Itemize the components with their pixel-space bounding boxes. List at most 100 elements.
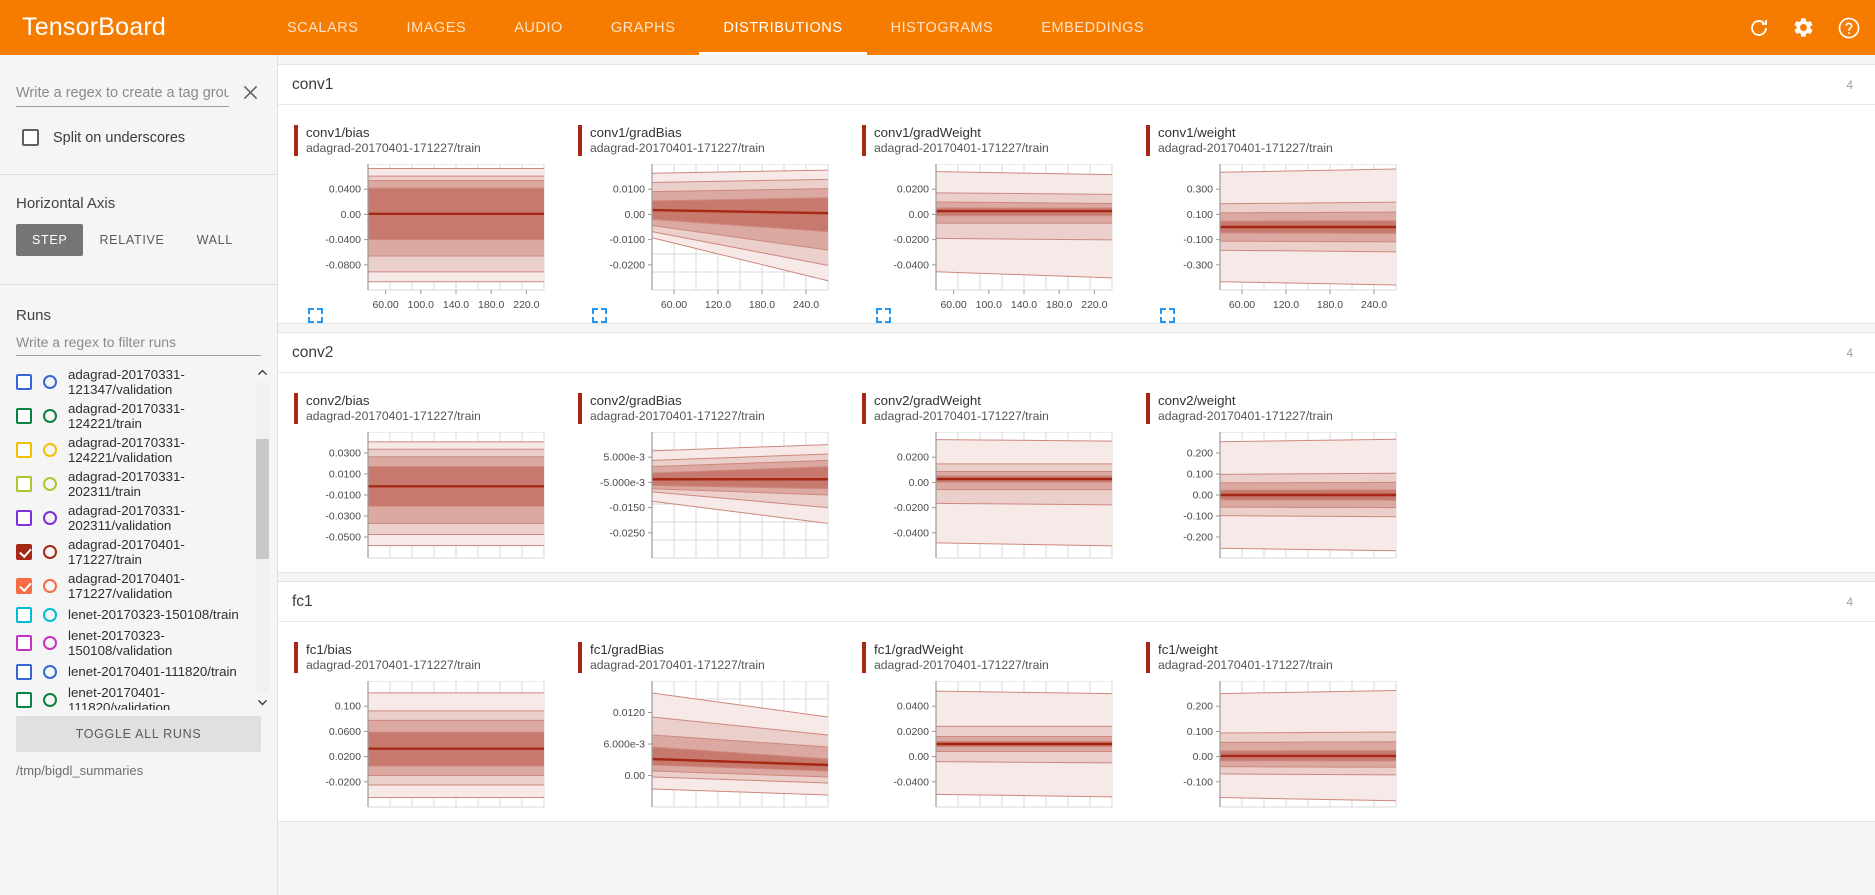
split-on-underscores-row[interactable]: Split on underscores: [0, 107, 277, 146]
expand-chart-icon[interactable]: [308, 308, 323, 323]
expand-chart-icon[interactable]: [592, 308, 607, 323]
distribution-chart-card[interactable]: conv1/gradBias adagrad-20170401-171227/t…: [562, 113, 846, 323]
run-color-circle[interactable]: [43, 477, 57, 491]
nav-tab-images[interactable]: IMAGES: [406, 19, 467, 36]
run-color-bar: [1146, 393, 1150, 424]
horizontal-axis-wall-button[interactable]: WALL: [196, 233, 233, 247]
horizontal-axis-step-button[interactable]: STEP: [16, 224, 84, 256]
run-color-circle[interactable]: [43, 545, 57, 559]
run-list-item[interactable]: lenet-20170323-150108/validation: [16, 626, 249, 660]
svg-text:240.0: 240.0: [1361, 299, 1387, 311]
run-checkbox[interactable]: [16, 510, 32, 526]
run-list-item[interactable]: adagrad-20170331-202311/train: [16, 467, 249, 501]
scrollbar-thumb[interactable]: [256, 439, 269, 559]
distribution-chart-card[interactable]: conv2/gradWeight adagrad-20170401-171227…: [846, 381, 1130, 572]
chart-plot[interactable]: 0.0100 0.00 -0.0100 -0.0200 60.00 120.0 180.0 2…: [578, 164, 846, 311]
distribution-chart-card[interactable]: conv2/gradBias adagrad-20170401-171227/t…: [562, 381, 846, 572]
chart-plot[interactable]: 0.300 0.100 -0.100 -0.300 60.00 120.0 180.0 240…: [1146, 164, 1414, 311]
chart-plot[interactable]: 0.0400 0.0200 0.00 -0.0400: [862, 681, 1130, 821]
run-list-item[interactable]: lenet-20170323-150108/train: [16, 603, 249, 626]
run-checkbox[interactable]: [16, 408, 32, 424]
scrollbar-track[interactable]: [256, 383, 269, 692]
nav-tab-scalars[interactable]: SCALARS: [286, 19, 359, 36]
tag-group-header[interactable]: conv2 4: [278, 333, 1875, 373]
help-icon[interactable]: [1837, 16, 1861, 40]
run-list-item[interactable]: adagrad-20170331-124221/validation: [16, 433, 249, 467]
svg-text:220.0: 220.0: [1081, 299, 1107, 311]
distribution-chart-card[interactable]: conv1/gradWeight adagrad-20170401-171227…: [846, 113, 1130, 323]
run-color-circle[interactable]: [43, 693, 57, 707]
distribution-chart-card[interactable]: fc1/weight adagrad-20170401-171227/train…: [1130, 630, 1414, 821]
run-list-item[interactable]: adagrad-20170331-121347/validation: [16, 365, 249, 399]
chart-plot[interactable]: 0.100 0.0600 0.0200 -0.0200: [294, 681, 562, 821]
run-checkbox[interactable]: [16, 663, 32, 680]
distribution-chart-card[interactable]: fc1/bias adagrad-20170401-171227/train 0…: [278, 630, 562, 821]
run-checkbox[interactable]: [16, 476, 32, 492]
run-checkbox[interactable]: [16, 544, 32, 560]
run-color-circle[interactable]: [43, 511, 57, 525]
chart-plot[interactable]: 0.0300 0.0100 -0.0100 -0.0300 -0.0500: [294, 432, 562, 572]
nav-tab-audio[interactable]: AUDIO: [514, 19, 563, 36]
distribution-chart-card[interactable]: conv1/weight adagrad-20170401-171227/tra…: [1130, 113, 1414, 323]
tag-group-header[interactable]: conv1 4: [278, 65, 1875, 105]
run-checkbox[interactable]: [16, 692, 32, 708]
distribution-chart-card[interactable]: fc1/gradBias adagrad-20170401-171227/tra…: [562, 630, 846, 821]
run-list-item[interactable]: adagrad-20170401-171227/train: [16, 535, 249, 569]
nav-tab-embeddings[interactable]: EMBEDDINGS: [1041, 19, 1145, 36]
run-color-circle[interactable]: [43, 664, 57, 679]
refresh-icon[interactable]: [1747, 16, 1771, 40]
svg-text:0.200: 0.200: [1187, 448, 1213, 460]
chart-title-row: conv1/gradWeight adagrad-20170401-171227…: [862, 125, 1130, 156]
run-list[interactable]: adagrad-20170331-121347/validation adagra…: [0, 365, 277, 710]
run-list-item[interactable]: adagrad-20170401-171227/validation: [16, 569, 249, 603]
chart-run-name: adagrad-20170401-171227/train: [590, 409, 765, 423]
tag-group-header[interactable]: fc1 4: [278, 582, 1875, 622]
distribution-chart-card[interactable]: conv1/bias adagrad-20170401-171227/train…: [278, 113, 562, 323]
scroll-up-icon[interactable]: [256, 365, 269, 381]
run-checkbox[interactable]: [16, 635, 32, 651]
run-color-circle[interactable]: [43, 375, 57, 389]
run-list-item[interactable]: lenet-20170401-111820/validation: [16, 683, 249, 710]
run-list-item[interactable]: adagrad-20170331-124221/train: [16, 399, 249, 433]
scroll-down-icon[interactable]: [256, 694, 269, 710]
tag-regex-input[interactable]: [16, 85, 229, 107]
chart-title-row: conv1/gradBias adagrad-20170401-171227/t…: [578, 125, 846, 156]
chart-plot[interactable]: 5.000e-3 -5.000e-3 -0.0150 -0.0250: [578, 432, 846, 572]
horizontal-axis-relative-button[interactable]: RELATIVE: [99, 233, 165, 247]
toggle-all-runs-button[interactable]: TOGGLE ALL RUNS: [16, 716, 261, 752]
chart-plot[interactable]: 0.0200 0.00 -0.0200 -0.0400 60.00 100.0 140.0 1…: [862, 164, 1130, 311]
expand-chart-icon[interactable]: [1160, 308, 1175, 323]
run-list-item[interactable]: adagrad-20170331-202311/validation: [16, 501, 249, 535]
run-checkbox[interactable]: [16, 374, 32, 390]
run-label: adagrad-20170331-124221/validation: [68, 434, 185, 466]
run-filter-input[interactable]: [16, 334, 261, 356]
run-color-circle[interactable]: [43, 409, 57, 423]
run-color-circle[interactable]: [43, 443, 57, 457]
distribution-chart-card[interactable]: conv2/weight adagrad-20170401-171227/tra…: [1130, 381, 1414, 572]
run-checkbox[interactable]: [16, 606, 32, 623]
settings-icon[interactable]: [1792, 16, 1816, 40]
run-list-item[interactable]: lenet-20170401-111820/train: [16, 660, 249, 683]
run-checkbox[interactable]: [16, 578, 32, 594]
chart-plot[interactable]: 0.200 0.100 0.00 -0.100: [1146, 681, 1414, 821]
run-color-bar: [1146, 642, 1150, 673]
chart-plot[interactable]: 0.0120 6.000e-3 0.00: [578, 681, 846, 821]
nav-tab-histograms[interactable]: HISTOGRAMS: [890, 19, 994, 36]
chart-plot[interactable]: 0.200 0.100 0.00 -0.100 -0.200: [1146, 432, 1414, 572]
close-icon[interactable]: [233, 77, 267, 107]
main-content[interactable]: conv1 4 conv1/bias adagrad-20170401-17122…: [278, 55, 1875, 895]
split-on-underscores-checkbox[interactable]: [22, 129, 39, 146]
nav-tab-graphs[interactable]: GRAPHS: [610, 19, 676, 36]
expand-chart-icon[interactable]: [876, 308, 891, 323]
svg-text:120.0: 120.0: [1273, 299, 1299, 311]
run-color-circle[interactable]: [43, 636, 57, 650]
chart-plot[interactable]: 0.0200 0.00 -0.0200 -0.0400: [862, 432, 1130, 572]
run-color-circle[interactable]: [43, 579, 57, 593]
chart-plot[interactable]: 0.0400 0.00 -0.0400 -0.0800 60.00 100.0 140.0 1…: [294, 164, 562, 311]
run-checkbox[interactable]: [16, 442, 32, 458]
run-list-scrollbar[interactable]: [256, 365, 269, 710]
distribution-chart-card[interactable]: conv2/bias adagrad-20170401-171227/train…: [278, 381, 562, 572]
distribution-chart-card[interactable]: fc1/gradWeight adagrad-20170401-171227/t…: [846, 630, 1130, 821]
nav-tab-distributions[interactable]: DISTRIBUTIONS: [699, 0, 867, 55]
run-color-circle[interactable]: [43, 607, 57, 622]
